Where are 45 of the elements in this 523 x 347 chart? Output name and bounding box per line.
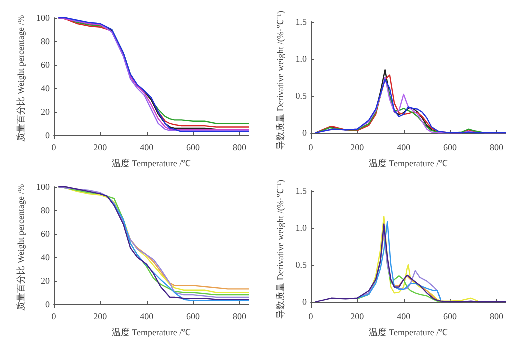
y-axis-title: 导数质量 Derivative weight /(%·℃⁻¹) [275,180,286,319]
y-tick-label: 100 [36,13,50,23]
x-tick-label: 200 [94,142,108,152]
y-tick-label: 40 [41,252,50,262]
x-tick-label: 800 [490,142,504,152]
x-tick-label: 600 [186,312,201,322]
x-tick-label: 400 [140,142,154,152]
x-tick-label: 200 [350,142,365,152]
x-tick-label: 600 [186,142,201,152]
y-tick-label: 0.5 [296,91,308,102]
x-tick-label: 600 [444,142,458,152]
x-axis-title: 温度 Temperature /℃ [368,328,448,338]
x-tick-label: 800 [232,142,247,152]
y-tick-label: 1.5 [296,16,308,27]
line-series [315,224,507,303]
y-tick-label: 80 [41,205,50,216]
y-tick-label: 100 [36,182,50,192]
y-tick-label: 1.0 [296,54,308,64]
y-tick-label: 60 [41,60,50,70]
y-tick-label: 0.5 [296,260,308,270]
x-tick-label: 400 [397,142,412,152]
y-tick-label: 0 [46,130,50,140]
x-tick-label: 400 [140,312,154,322]
x-tick-label: 800 [232,312,247,322]
x-tick-label: 200 [94,312,108,322]
y-tick-label: 80 [41,36,50,46]
y-axis-title: 导数质量 Derivative weight /(%·℃⁻¹) [275,10,286,150]
y-tick-label: 0 [302,297,308,308]
y-tick-label: 20 [41,106,50,117]
x-axis-title: 温度 Temperature /℃ [112,158,192,168]
y-tick-label: 0 [302,128,308,138]
y-tick-label: 1.5 [296,186,308,196]
x-axis-title: 温度 Temperature /℃ [368,158,448,168]
y-tick-label: 40 [41,83,50,94]
x-tick-label: 200 [350,312,365,322]
y-axis-title: 质量百分比 Weight percentage /% [16,14,26,142]
y-tick-label: 0 [46,299,50,310]
y-tick-label: 60 [41,228,50,239]
x-tick-label: 800 [490,312,504,322]
x-axis-title: 温度 Temperature /℃ [112,328,192,338]
y-axis-title: 质量百分比 Weight percentage /% [16,184,26,311]
x-tick-label: 600 [444,312,458,322]
y-tick-label: 20 [41,276,50,286]
y-tick-label: 1.0 [296,222,308,233]
x-tick-label: 400 [397,312,412,322]
